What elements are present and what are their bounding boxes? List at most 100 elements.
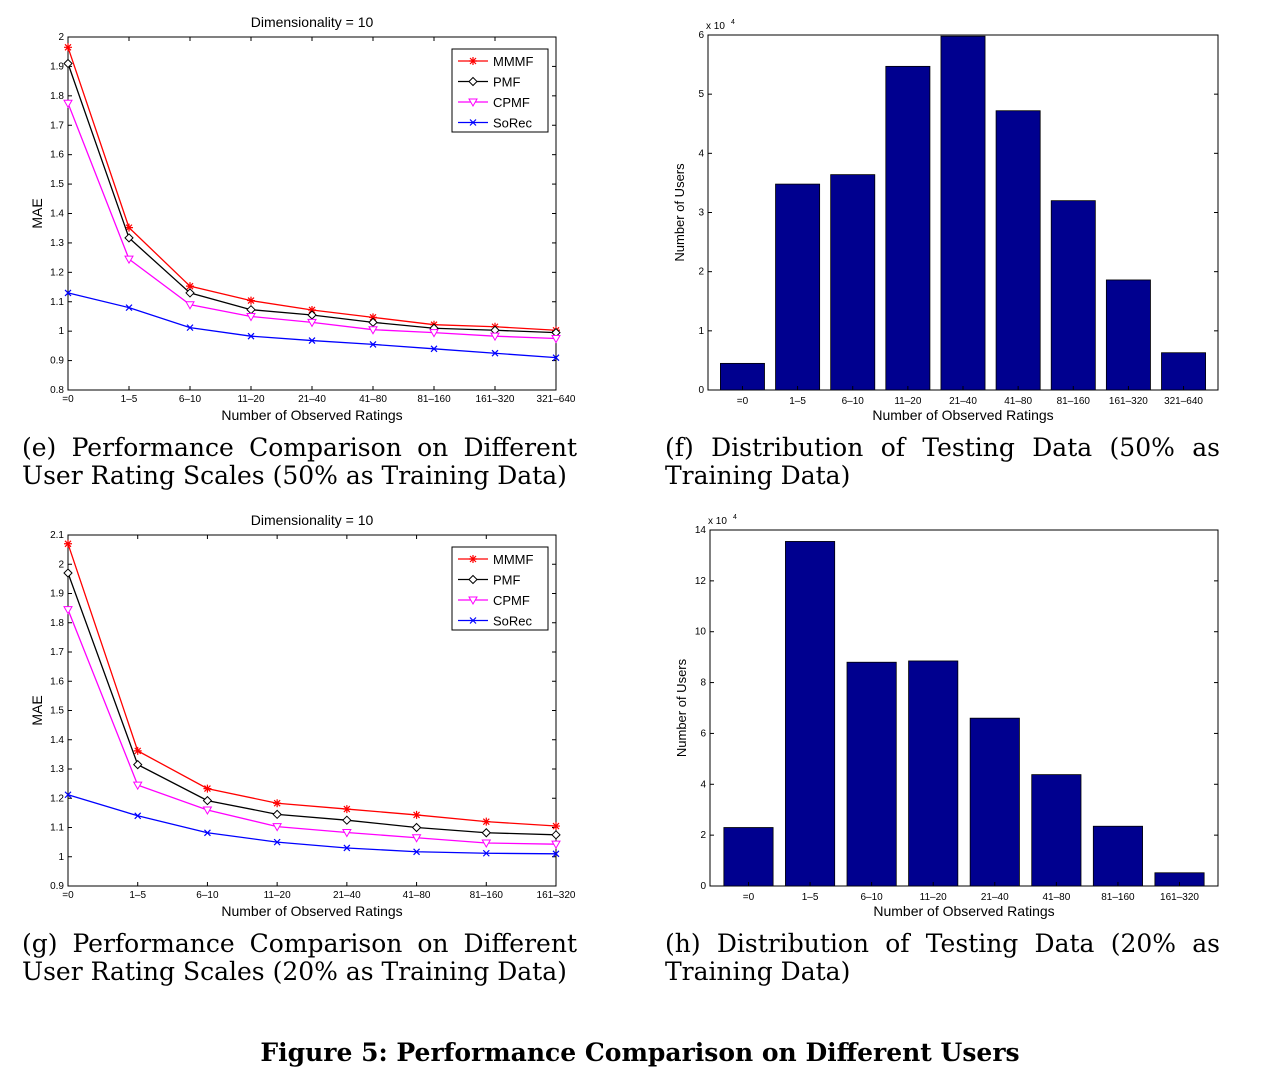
x-tick-label: 81–160 [1101,892,1135,903]
legend-marker-pmf [468,76,478,87]
bar [885,65,931,391]
legend-marker-sorec [469,119,477,126]
y-tick-label: 1.6 [50,676,64,687]
bar [1031,774,1082,887]
y-tick-label: 1.9 [50,61,64,72]
chart-e-mae-50: Dimensionality = 10 0.8 0.9 1 1.1 1.2 1.3 1.4 1.… [29,14,576,423]
x-tick-label: 81–160 [417,394,451,405]
chart-g-mae-20: Dimensionality = 10 0.9 1 1.1 1.2 1.3 1.4 1.5 1.… [29,512,576,919]
x-axis-label: Number of Observed Ratings [873,903,1054,919]
data-point-pmf [185,288,195,298]
x-tick-label: 41–80 [359,394,387,405]
bar [830,174,876,391]
data-point-sorec [413,848,420,856]
data-point-cpmf [132,781,143,791]
data-point-mmmf [125,223,133,232]
y-tick-label: 1.4 [50,735,64,746]
x-tick-label: 81–160 [470,890,504,901]
x-tick-label: =0 [743,892,755,903]
data-point-mmmf [308,305,316,314]
data-point-cpmf [341,828,352,838]
x-tick-label: 41–80 [1042,892,1070,903]
data-point-pmf [124,233,134,243]
data-point-cpmf [551,840,561,850]
data-point-sorec [552,850,560,858]
x-axis-label: Number of Observed Ratings [872,407,1053,423]
caption-f: (f) Distribution of Testing Data (50% as… [665,433,1220,490]
data-point-cpmf [429,329,439,338]
x-tick-label: 41–80 [1004,396,1032,407]
data-point-mmmf [186,282,194,291]
y-scale-exponent: 4 [731,19,735,26]
y-tick-label: 3 [698,208,704,219]
data-point-sorec [491,349,499,357]
bar [1092,825,1143,887]
data-point-pmf [411,822,422,833]
data-point-mmmf [247,296,255,305]
legend-label-cpmf: CPMF [493,593,530,608]
x-tick-label: 161–320 [1160,892,1199,903]
data-point-sorec [430,345,438,353]
y-tick-label: 0 [698,385,704,396]
x-tick-label: 161–320 [537,890,576,901]
caption-e: (e) Performance Comparison on Different … [22,433,577,490]
y-tick-label: 2 [58,32,64,43]
data-point-mmmf [133,746,142,755]
y-axis-label: MAE [29,198,45,228]
y-tick-label: 12 [695,576,707,587]
y-tick-label: 1.3 [50,764,64,775]
y-tick-label: 1 [58,852,64,863]
bar [720,362,765,391]
data-point-mmmf [203,784,212,793]
data-point-cpmf [246,312,256,322]
x-tick-label: 1–5 [129,890,146,901]
x-tick-label: 41–80 [403,890,431,901]
x-tick-label: 11–20 [894,396,922,407]
x-tick-label: 6–10 [196,890,219,901]
data-point-sorec [552,354,560,362]
legend-marker-mmmf [469,57,477,65]
legend-marker-sorec [469,617,477,624]
figure-title: Figure 5: Performance Comparison on Diff… [260,1038,1020,1067]
legend-box [451,546,549,631]
y-tick-label: 1.7 [50,120,64,131]
legend-label-pmf: PMF [493,573,521,588]
data-point-pmf [63,58,73,69]
x-tick-label: =0 [62,394,74,405]
data-point-cpmf [490,332,500,342]
legend-marker-pmf [468,574,478,585]
legend-label-pmf: PMF [493,75,521,90]
x-tick-label: 6–10 [179,394,202,405]
y-tick-label: 1.2 [50,793,64,804]
legend-label-sorec: SoRec [493,614,533,629]
series-line-pmf [67,572,557,836]
data-point-cpmf [185,301,195,310]
data-point-sorec [308,337,316,345]
y-tick-label: 1.1 [50,823,64,834]
data-point-pmf [272,809,282,820]
data-point-sorec [204,829,211,837]
bar [775,183,821,391]
y-tick-label: 8 [700,678,706,689]
legend-marker-mmmf [469,555,477,563]
y-tick-label: 1.3 [50,238,64,249]
y-tick-label: 4 [700,779,706,790]
x-tick-label: 11–20 [237,394,265,405]
data-point-sorec [343,844,351,852]
data-point-cpmf [307,318,317,328]
chart-f-distribution-50: 0 1 2 3 4 5 6 Number of Observed Ratings Number … [672,19,1219,423]
y-tick-label: 1.1 [50,297,64,308]
y-tick-label: 1.9 [50,589,64,600]
x-tick-label: 6–10 [861,892,884,903]
bar [846,661,897,887]
legend-marker-cpmf [468,98,478,108]
data-point-sorec [186,324,194,332]
legend-label-cpmf: CPMF [493,95,530,110]
x-tick-label: 1–5 [121,394,138,405]
data-point-mmmf [482,817,491,826]
series-line-cpmf [67,609,557,845]
bar [1105,279,1151,391]
x-tick-label: =0 [737,396,749,407]
y-tick-label: 2.1 [50,530,64,541]
data-point-mmmf [273,799,282,808]
